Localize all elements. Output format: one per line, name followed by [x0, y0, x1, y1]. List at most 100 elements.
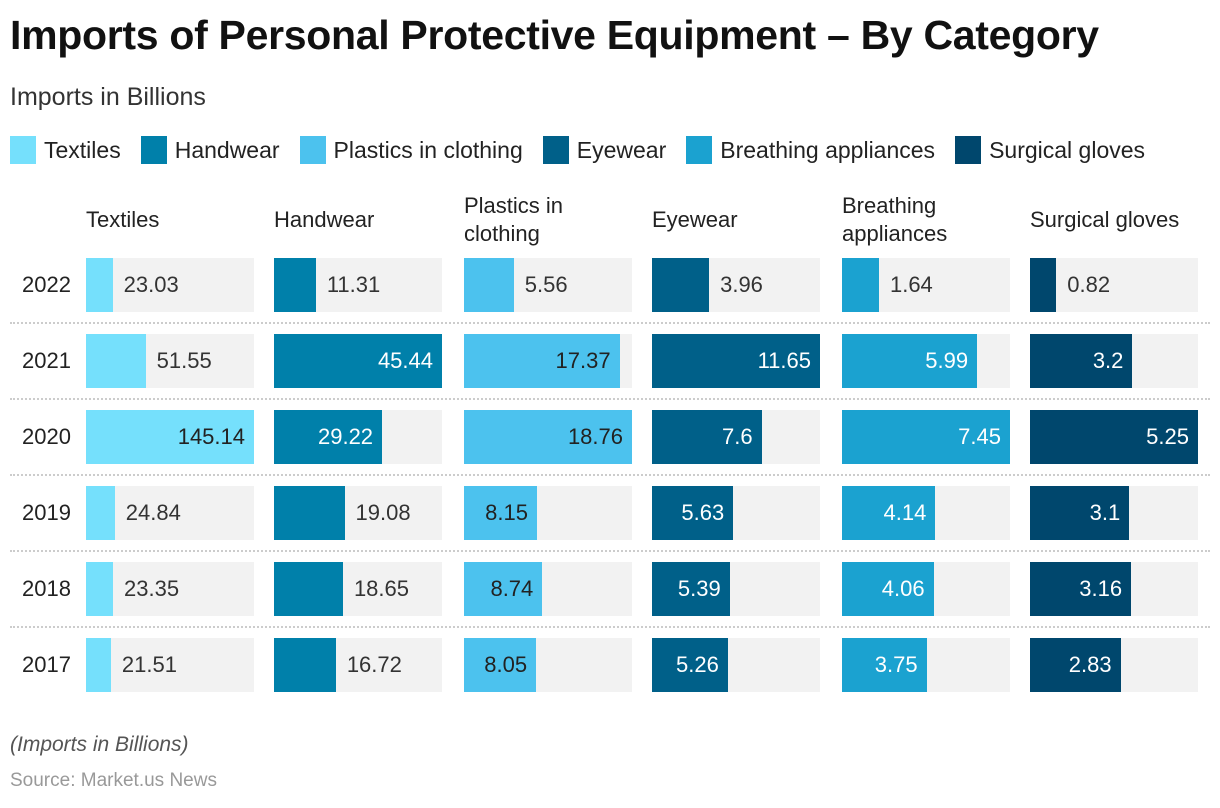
- bar: [1030, 258, 1057, 312]
- column-header-line: appliances: [842, 221, 948, 246]
- year-label: 2018: [22, 576, 71, 601]
- column-header-line: Surgical gloves: [1030, 207, 1180, 232]
- column-header: Surgical gloves: [1030, 206, 1210, 234]
- bar-track: 45.44: [274, 334, 442, 388]
- value-label: 5.56: [524, 272, 568, 297]
- value-label: 18.76: [567, 424, 623, 449]
- legend-label: Surgical gloves: [989, 136, 1146, 163]
- bar: [652, 410, 762, 464]
- bar: [652, 334, 820, 388]
- bar-track: 7.45: [842, 410, 1010, 464]
- bar: [274, 258, 316, 312]
- bar-track: 19.08: [274, 486, 442, 540]
- bar-track: 3.16: [1030, 562, 1198, 616]
- value-label: 5.39: [677, 576, 721, 601]
- column-header: Eyewear: [652, 206, 832, 234]
- bar-track: 1.64: [842, 258, 1010, 312]
- row-separator: [10, 626, 1210, 628]
- legend-item: Handwear: [140, 136, 280, 164]
- bar-track: 5.63: [652, 486, 820, 540]
- value-label: 7.45: [958, 424, 1001, 449]
- value-label: 4.06: [881, 576, 925, 601]
- bar: [464, 562, 543, 616]
- bar-track: 23.03: [86, 258, 254, 312]
- value-label: 145.14: [177, 424, 245, 449]
- bar: [652, 638, 728, 692]
- column-header: Handwear: [274, 206, 454, 234]
- legend-label: Eyewear: [576, 136, 667, 163]
- bar: [842, 334, 978, 388]
- bar: [1030, 562, 1132, 616]
- bar-track: 4.06: [842, 562, 1010, 616]
- bar: [1030, 334, 1133, 388]
- bar-track: 16.72: [274, 638, 442, 692]
- bar-track: 29.22: [274, 410, 442, 464]
- value-label: 3.1: [1089, 500, 1121, 525]
- source: Source: Market.us News: [10, 770, 217, 791]
- value-label: 17.37: [555, 348, 611, 373]
- bar-track: 24.84: [86, 486, 254, 540]
- value-label: 29.22: [317, 424, 374, 449]
- value-label: 8.15: [485, 500, 528, 525]
- legend: Textiles Handwear Plastics in clothing Eyew…: [10, 136, 1165, 164]
- bar: [86, 410, 254, 464]
- bar-track: 51.55: [86, 334, 254, 388]
- column-header-line: Handwear: [274, 207, 375, 232]
- value-label: 2.83: [1068, 652, 1112, 677]
- bar: [464, 334, 620, 388]
- row-separator: [10, 550, 1210, 552]
- row-separator: [10, 474, 1210, 476]
- bar-track: 3.75: [842, 638, 1010, 692]
- year-label: 2020: [22, 424, 71, 449]
- bar: [86, 486, 115, 540]
- bar-track: 145.14: [86, 410, 254, 464]
- row-separator: [10, 398, 1210, 400]
- year-label: 2019: [22, 500, 71, 525]
- legend-swatch: [140, 136, 167, 164]
- value-label: 5.63: [681, 500, 725, 525]
- bar-track: 23.35: [86, 562, 254, 616]
- bar-track: 5.39: [652, 562, 820, 616]
- legend-item: Eyewear: [542, 136, 667, 164]
- bar: [842, 562, 934, 616]
- bar: [464, 486, 537, 540]
- bar: [274, 638, 336, 692]
- bar-track: 17.37: [464, 334, 632, 388]
- bar: [842, 410, 1010, 464]
- value-label: 3.16: [1079, 576, 1123, 601]
- legend-label: Breathing appliances: [720, 136, 936, 163]
- legend-item: Textiles: [10, 136, 121, 164]
- legend-swatch: [542, 136, 569, 164]
- year-label: 2021: [22, 348, 71, 373]
- bar-track: 2.83: [1030, 638, 1198, 692]
- year-label: 2022: [22, 272, 71, 297]
- column-header: Breathing appliances: [842, 192, 1022, 248]
- bar: [274, 334, 442, 388]
- bar: [652, 258, 710, 312]
- bar-track: 0.82: [1030, 258, 1198, 312]
- legend-item: Surgical gloves: [955, 136, 1145, 164]
- value-label: 3.96: [720, 272, 763, 297]
- value-label: 5.99: [925, 348, 969, 373]
- column-header-line: Textiles: [86, 207, 160, 232]
- value-label: 23.03: [123, 272, 179, 297]
- bar: [464, 638, 537, 692]
- bar-track: 3.2: [1030, 334, 1198, 388]
- bar: [274, 410, 383, 464]
- bar-track: 5.99: [842, 334, 1010, 388]
- bar: [86, 562, 114, 616]
- bar: [86, 258, 113, 312]
- value-label: 3.2: [1092, 348, 1124, 373]
- footnote: (Imports in Billions): [10, 733, 189, 756]
- legend-swatch: [686, 136, 713, 164]
- column-header-line: Breathing: [842, 193, 937, 218]
- value-label: 16.72: [346, 652, 402, 677]
- bar-track: 11.65: [652, 334, 820, 388]
- legend-swatch: [955, 136, 982, 164]
- chart-title: Imports of Personal Protective Equipment…: [10, 12, 1099, 58]
- bar: [86, 334, 146, 388]
- chart-subtitle: Imports in Billions: [10, 83, 206, 111]
- bar: [274, 486, 345, 540]
- column-header: Textiles: [86, 206, 266, 234]
- legend-swatch: [10, 136, 36, 164]
